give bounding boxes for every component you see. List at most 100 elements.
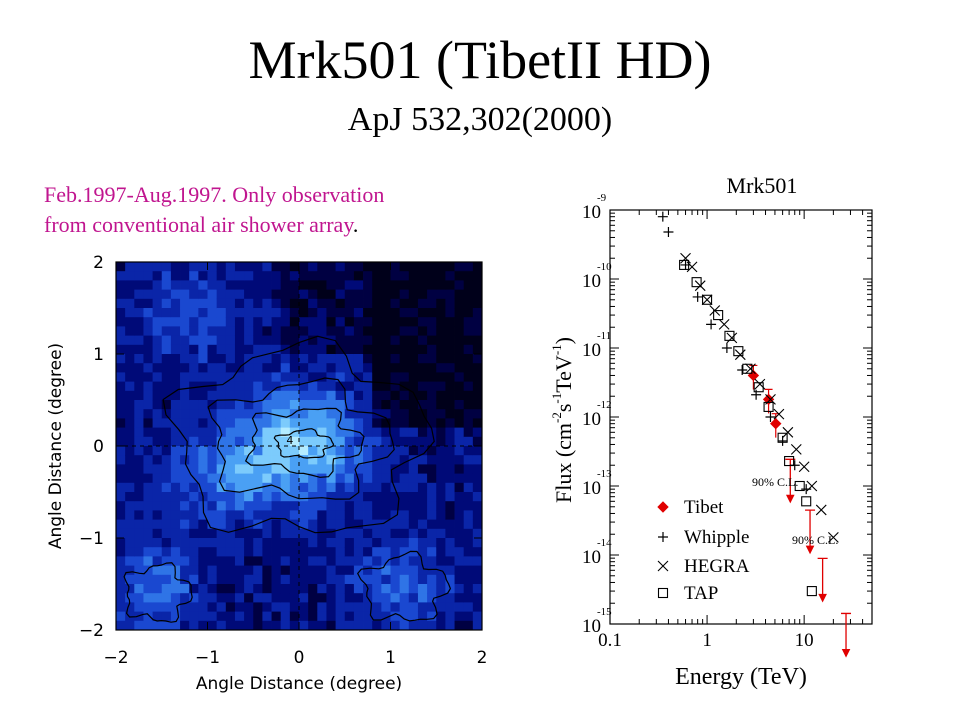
map-cell bbox=[152, 602, 163, 612]
map-cell bbox=[472, 354, 483, 364]
map-cell bbox=[262, 280, 272, 290]
map-cell bbox=[152, 510, 163, 520]
map-cell bbox=[344, 436, 355, 447]
map-cell bbox=[225, 363, 236, 373]
map-cell bbox=[353, 565, 364, 576]
map-cell bbox=[289, 556, 300, 566]
map-cell bbox=[463, 593, 474, 603]
map-cell bbox=[143, 455, 153, 465]
map-cell bbox=[335, 418, 346, 428]
map-cell bbox=[363, 289, 373, 300]
map-cell bbox=[344, 363, 355, 373]
map-cell bbox=[225, 593, 236, 603]
map-cell bbox=[253, 611, 263, 622]
map-cell bbox=[289, 538, 300, 548]
map-cell bbox=[116, 390, 126, 401]
map-cell bbox=[427, 390, 437, 401]
map-cell bbox=[134, 326, 144, 336]
map-cell bbox=[170, 308, 181, 318]
map-cell bbox=[170, 363, 181, 373]
map-cell bbox=[436, 528, 446, 539]
map-cell bbox=[427, 584, 437, 594]
map-cell bbox=[445, 280, 455, 290]
map-cell bbox=[381, 473, 391, 484]
map-cell bbox=[289, 262, 300, 272]
map-cell bbox=[180, 409, 190, 419]
map-cell bbox=[198, 574, 208, 585]
map-cell bbox=[189, 528, 199, 539]
map-cell bbox=[353, 556, 364, 566]
map-cell bbox=[299, 271, 309, 281]
map-cell bbox=[353, 289, 364, 300]
map-cell bbox=[317, 363, 327, 373]
map-cell bbox=[134, 547, 144, 557]
map-cell bbox=[125, 547, 135, 557]
map-cell bbox=[399, 482, 410, 493]
map-cell bbox=[280, 418, 291, 428]
map-cell bbox=[152, 492, 163, 502]
map-cell bbox=[161, 528, 172, 539]
map-cell bbox=[225, 473, 236, 484]
map-cell bbox=[344, 464, 355, 474]
map-cell bbox=[381, 556, 391, 566]
map-cell bbox=[189, 409, 199, 419]
map-cell bbox=[216, 602, 227, 612]
map-cell bbox=[280, 436, 291, 447]
map-cell bbox=[335, 501, 346, 511]
map-cell bbox=[198, 473, 208, 484]
map-cell bbox=[198, 335, 208, 346]
map-cell bbox=[207, 528, 218, 539]
map-cell bbox=[161, 446, 172, 456]
map-cell bbox=[463, 262, 474, 272]
tibet-upper-limit-arrow bbox=[841, 648, 851, 658]
map-cell bbox=[234, 519, 245, 530]
map-cell bbox=[280, 519, 291, 530]
map-cell bbox=[417, 620, 428, 631]
map-cell bbox=[445, 519, 455, 530]
map-cell bbox=[143, 528, 153, 539]
map-cell bbox=[234, 271, 245, 281]
map-cell bbox=[326, 482, 336, 493]
map-cell bbox=[207, 390, 218, 401]
map-cell bbox=[445, 482, 455, 493]
map-cell bbox=[161, 289, 172, 300]
y-axis-label-exponent: -1 bbox=[549, 344, 564, 355]
map-cell bbox=[372, 390, 382, 401]
map-cell bbox=[244, 390, 254, 401]
map-cell bbox=[280, 611, 291, 622]
map-cell bbox=[436, 593, 446, 603]
map-cell bbox=[436, 492, 446, 502]
map-cell bbox=[427, 400, 437, 410]
map-cell bbox=[399, 611, 410, 622]
map-cell bbox=[216, 446, 227, 456]
map-cell bbox=[161, 418, 172, 428]
map-cell bbox=[143, 510, 153, 520]
map-cell bbox=[198, 528, 208, 539]
map-cell bbox=[125, 584, 135, 594]
map-cell bbox=[472, 538, 483, 548]
map-cell bbox=[299, 556, 309, 566]
map-cell bbox=[454, 363, 465, 373]
map-cell bbox=[326, 565, 336, 576]
map-cell bbox=[225, 519, 236, 530]
map-cell bbox=[234, 354, 245, 364]
map-cell bbox=[445, 547, 455, 557]
map-cell bbox=[335, 620, 346, 631]
map-cell bbox=[189, 363, 199, 373]
map-cell bbox=[417, 501, 428, 511]
map-cell bbox=[152, 482, 163, 493]
y-tick-label: 10 bbox=[582, 478, 601, 499]
map-cell bbox=[116, 574, 126, 585]
map-cell bbox=[198, 344, 208, 355]
map-cell bbox=[417, 418, 428, 428]
map-cell bbox=[417, 593, 428, 603]
map-cell bbox=[225, 280, 236, 290]
map-cell bbox=[152, 271, 163, 281]
map-cell bbox=[244, 492, 254, 502]
map-cell bbox=[271, 427, 282, 438]
map-cell bbox=[234, 381, 245, 392]
map-cell bbox=[262, 308, 272, 318]
map-cell bbox=[234, 344, 245, 355]
map-cell bbox=[143, 390, 153, 401]
map-cell bbox=[317, 436, 327, 447]
